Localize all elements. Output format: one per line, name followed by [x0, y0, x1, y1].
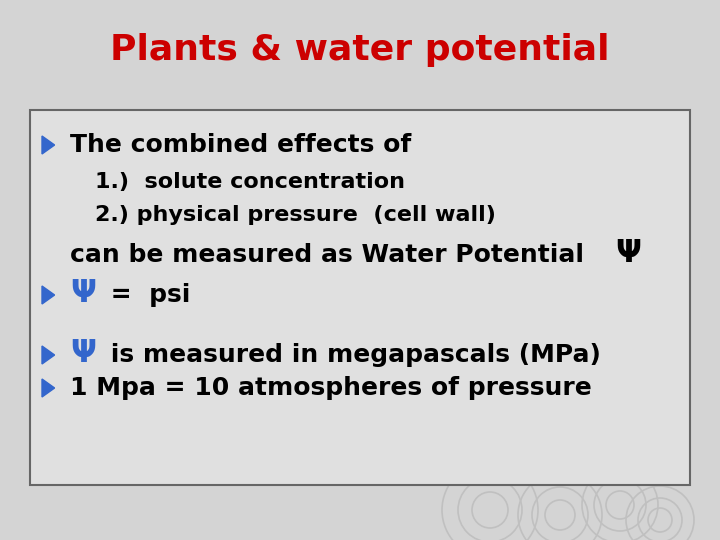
Text: can be measured as Water Potential: can be measured as Water Potential — [70, 243, 593, 267]
Text: 1.)  solute concentration: 1.) solute concentration — [95, 172, 405, 192]
Polygon shape — [42, 379, 55, 397]
Text: is measured in megapascals (MPa): is measured in megapascals (MPa) — [102, 343, 601, 367]
Text: Ψ: Ψ — [615, 239, 641, 267]
Polygon shape — [42, 346, 55, 364]
Text: 1 Mpa = 10 atmospheres of pressure: 1 Mpa = 10 atmospheres of pressure — [70, 376, 592, 400]
Text: Ψ: Ψ — [70, 339, 96, 368]
Text: Plants & water potential: Plants & water potential — [110, 33, 610, 67]
Polygon shape — [42, 136, 55, 154]
Text: 2.) physical pressure  (cell wall): 2.) physical pressure (cell wall) — [95, 205, 496, 225]
Text: =  psi: = psi — [102, 283, 190, 307]
Text: Ψ: Ψ — [70, 279, 96, 307]
FancyBboxPatch shape — [30, 110, 690, 485]
Text: The combined effects of: The combined effects of — [70, 133, 411, 157]
Polygon shape — [42, 286, 55, 304]
